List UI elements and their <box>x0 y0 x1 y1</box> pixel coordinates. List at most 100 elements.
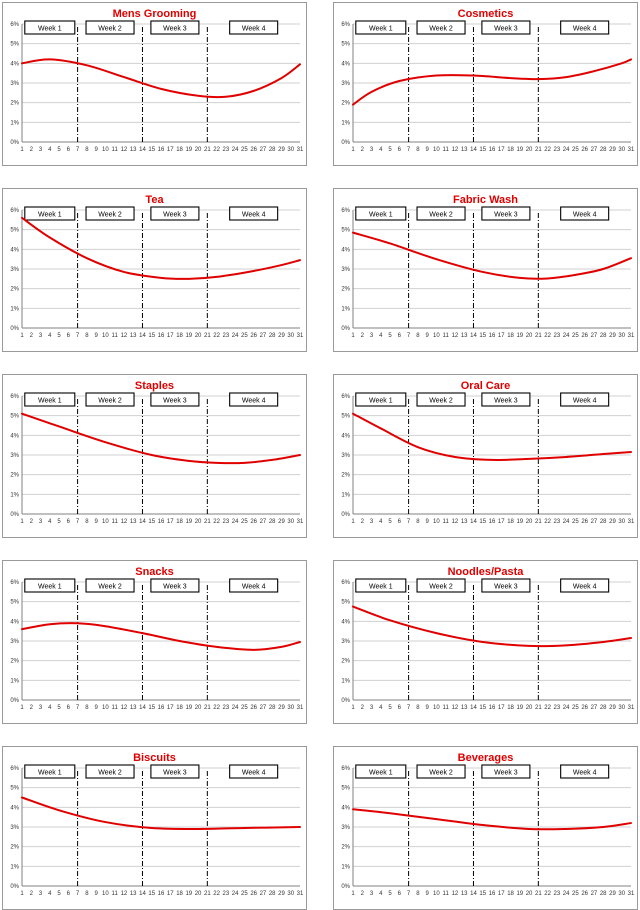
week-label-box <box>355 20 407 35</box>
x-tick-label: 9 <box>425 705 429 711</box>
week-label-box <box>355 578 407 593</box>
series-line <box>352 605 632 648</box>
x-tick-label: 23 <box>223 705 230 711</box>
week-label: Week 1 <box>38 398 62 405</box>
x-tick-label: 5 <box>57 891 61 897</box>
y-tick-label: 0% <box>10 512 19 518</box>
x-tick-label: 6 <box>398 147 402 153</box>
x-tick-label: 10 <box>433 891 440 897</box>
x-tick-label: 17 <box>167 891 174 897</box>
x-tick-label: 27 <box>260 333 267 339</box>
x-tick-label: 17 <box>167 333 174 339</box>
chart-svg: 0%1%2%3%4%5%6%1 2 3 4 5 6 7 8 9 10 11 12 13 14 15 16 17 1… <box>333 2 638 166</box>
week-label: Week 3 <box>494 770 518 777</box>
x-tick-label: 18 <box>507 519 514 525</box>
week-label: Week 4 <box>573 398 597 405</box>
chart-svg: 0%1%2%3%4%5%6%1 2 3 4 5 6 7 8 9 10 11 12 13 14 15 16 17 1… <box>333 560 638 724</box>
y-tick-label: 5% <box>10 600 19 606</box>
week-label: Week 4 <box>573 770 597 777</box>
week-label-box <box>416 764 466 779</box>
x-tick-label: 20 <box>526 333 533 339</box>
week-label: Week 4 <box>573 26 597 33</box>
x-tick-label: 26 <box>581 519 588 525</box>
y-tick-label: 2% <box>341 473 350 479</box>
y-tick-label: 6% <box>10 208 19 214</box>
y-tick-label: 2% <box>341 659 350 665</box>
chart-title: Fabric Wash <box>453 194 518 206</box>
x-tick-label: 24 <box>563 519 570 525</box>
x-tick-label: 22 <box>544 333 551 339</box>
chart-panel-snacks: 0% 1% 2% 3% 4% 5% 6% 1 2 3 4 5 6 7 8 9 10 11 12 13 14 15 16 17 1… <box>2 560 307 724</box>
y-tick-label: 2% <box>341 101 350 107</box>
x-tick-label: 30 <box>287 333 294 339</box>
y-tick-label: 1% <box>10 864 19 870</box>
x-tick-label: 18 <box>176 333 183 339</box>
x-tick-label: 5 <box>57 519 61 525</box>
y-tick-label: 5% <box>10 786 19 792</box>
x-tick-label: 22 <box>544 891 551 897</box>
week-label-box <box>560 578 610 593</box>
x-tick-label: 9 <box>425 891 429 897</box>
chart-title: Beverages <box>458 752 514 764</box>
y-tick-label: 1% <box>10 492 19 498</box>
x-tick-label: 26 <box>581 333 588 339</box>
x-tick-label: 20 <box>526 891 533 897</box>
x-tick-label: 5 <box>57 705 61 711</box>
x-tick-label: 27 <box>260 891 267 897</box>
x-tick-label: 31 <box>628 333 635 339</box>
chart-panel-fabric-wash: 0% 1% 2% 3% 4% 5% 6% 1 2 3 4 5 6 7 8 9 10 11 12 13 14 15 16 17 1… <box>333 188 638 352</box>
x-tick-label: 30 <box>287 519 294 525</box>
week-label-box <box>355 764 407 779</box>
x-tick-label: 11 <box>443 891 450 897</box>
week-label: Week 2 <box>98 770 122 777</box>
y-tick-label: 2% <box>341 845 350 851</box>
week-label: Week 4 <box>242 212 266 219</box>
y-tick-label: 3% <box>10 825 19 831</box>
x-tick-label: 17 <box>498 333 505 339</box>
x-tick-label: 28 <box>600 891 607 897</box>
x-tick-label: 22 <box>213 705 220 711</box>
x-tick-label: 1 <box>20 519 24 525</box>
x-tick-label: 31 <box>628 891 635 897</box>
x-tick-label: 5 <box>388 891 392 897</box>
x-tick-label: 13 <box>461 147 468 153</box>
x-tick-label: 21 <box>204 333 211 339</box>
x-tick-label: 3 <box>39 333 43 339</box>
y-tick-label: 3% <box>341 267 350 273</box>
y-tick-label: 4% <box>10 247 19 253</box>
x-tick-label: 27 <box>591 891 598 897</box>
x-tick-label: 18 <box>507 147 514 153</box>
x-tick-label: 28 <box>600 333 607 339</box>
x-tick-label: 28 <box>600 147 607 153</box>
chart-panel-oral-care: 0% 1% 2% 3% 4% 5% 6% 1 2 3 4 5 6 7 8 9 10 11 12 13 14 15 16 17 1… <box>333 374 638 538</box>
x-tick-label: 7 <box>407 891 411 897</box>
x-tick-label: 11 <box>443 147 450 153</box>
week-label: Week 1 <box>38 770 62 777</box>
x-tick-label: 15 <box>148 705 155 711</box>
y-tick-label: 3% <box>341 639 350 645</box>
x-tick-label: 21 <box>535 519 542 525</box>
y-tick-label: 6% <box>341 394 350 400</box>
chart-panel-biscuits: 0% 1% 2% 3% 4% 5% 6% 1 2 3 4 5 6 7 8 9 10 11 12 13 14 15 16 17 1… <box>2 746 307 910</box>
week-label: Week 1 <box>369 26 393 33</box>
x-tick-label: 2 <box>30 705 34 711</box>
x-tick-label: 2 <box>30 519 34 525</box>
x-tick-label: 4 <box>48 147 52 153</box>
x-tick-label: 10 <box>433 147 440 153</box>
x-tick-label: 8 <box>416 891 420 897</box>
x-tick-label: 2 <box>30 147 34 153</box>
chart-svg: 0%1%2%3%4%5%6%1 2 3 4 5 6 7 8 9 10 11 12 13 14 15 16 17 1… <box>2 374 307 538</box>
y-tick-label: 3% <box>10 639 19 645</box>
week-label-box <box>150 206 200 221</box>
y-tick-label: 5% <box>10 228 19 234</box>
x-tick-label: 25 <box>241 519 248 525</box>
series-line <box>21 796 301 830</box>
week-label-box <box>150 764 200 779</box>
x-tick-label: 13 <box>130 147 137 153</box>
series-line <box>21 412 301 465</box>
x-tick-label: 3 <box>370 333 374 339</box>
week-label: Week 3 <box>163 212 187 219</box>
x-tick-label: 22 <box>544 705 551 711</box>
y-tick-label: 1% <box>10 306 19 312</box>
chart-title: Mens Grooming <box>113 8 197 20</box>
